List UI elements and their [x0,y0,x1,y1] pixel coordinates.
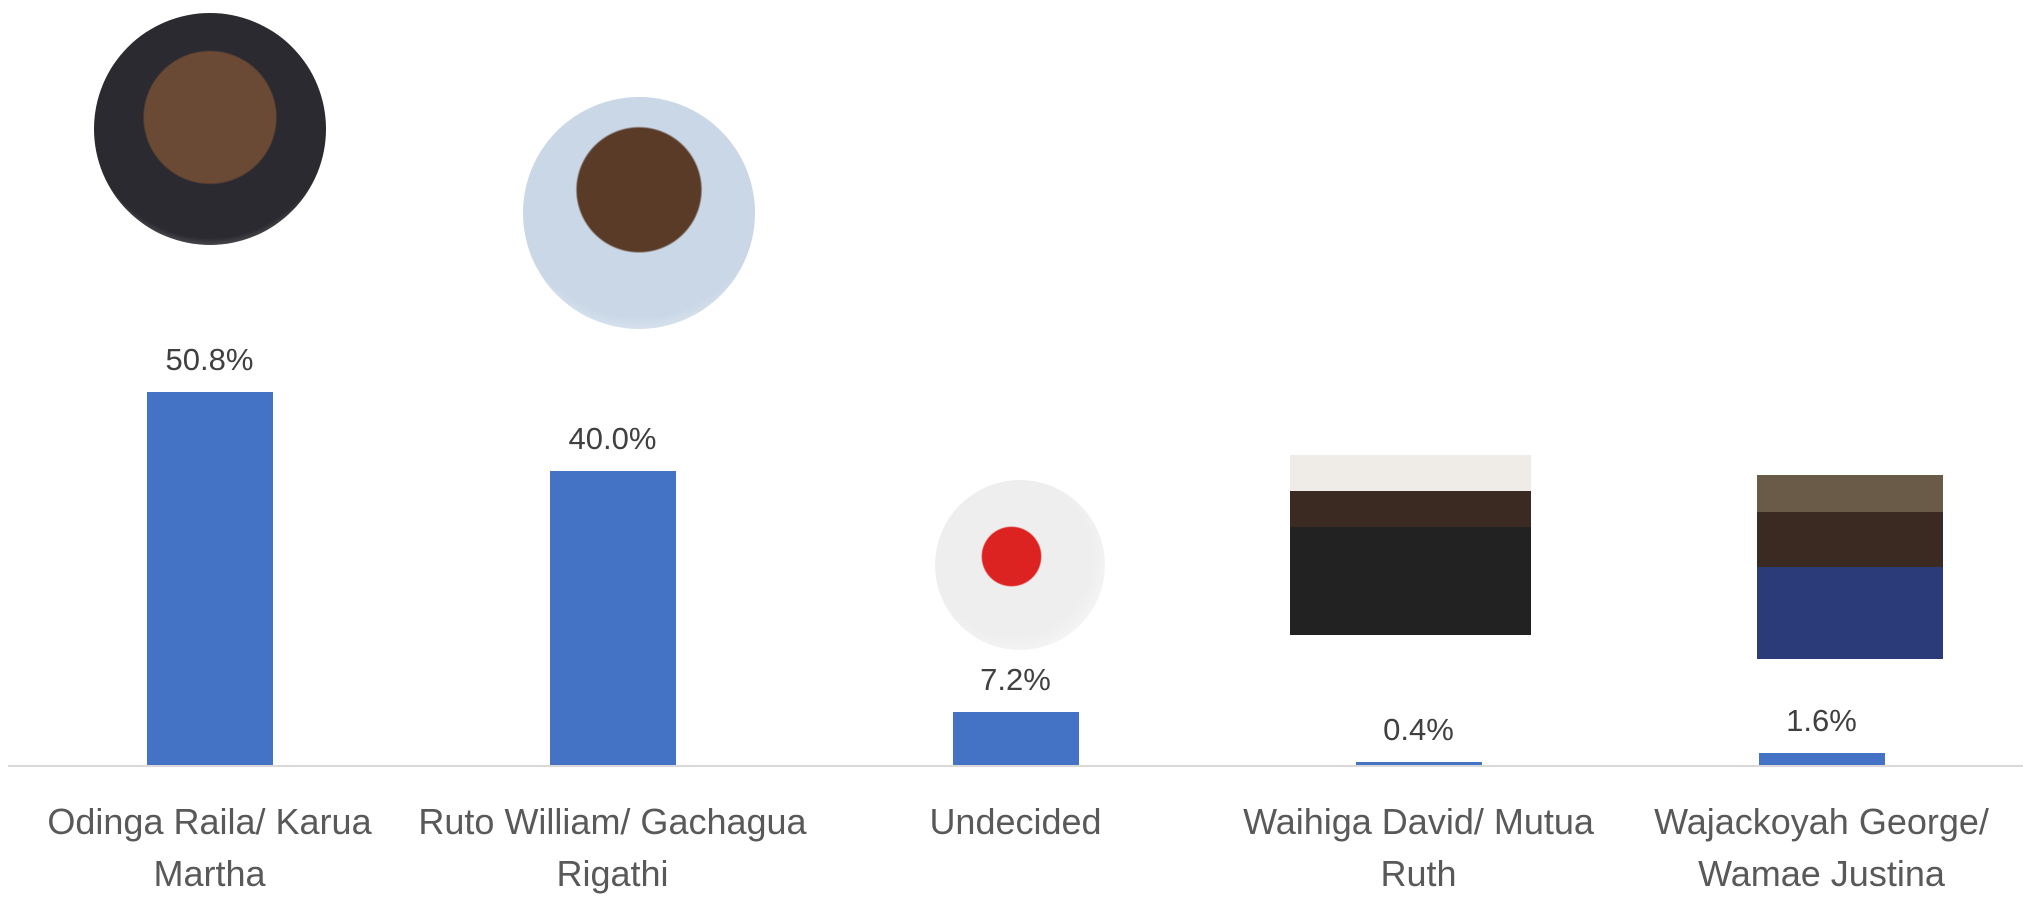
baseline [8,765,2023,767]
value-label: 40.0% [513,421,713,457]
x-tick-label: Waihiga David/ Mutua Ruth [1219,796,1619,900]
bar [147,392,273,765]
value-label: 7.2% [916,662,1116,698]
bar [953,712,1079,765]
value-label: 0.4% [1319,712,1519,748]
candidate-photo [94,13,326,245]
undecided-icon [935,480,1105,650]
candidate-photo [1757,475,1943,659]
bar [1759,753,1885,765]
value-label: 1.6% [1722,703,1922,739]
x-tick-label: Ruto William/ Gachagua Rigathi [413,796,813,900]
chart: 50.8%Odinga Raila/ Karua Martha40.0%Ruto… [0,0,2023,895]
x-tick-label: Odinga Raila/ Karua Martha [10,796,410,900]
x-tick-label: Undecided [816,796,1216,848]
x-tick-label: Wajackoyah George/ Wamae Justina [1622,796,2022,900]
page: 50.8%Odinga Raila/ Karua Martha40.0%Ruto… [0,0,2023,895]
value-label: 50.8% [110,342,310,378]
candidate-photo [523,97,755,329]
bar [550,471,676,765]
candidate-photo [1290,455,1531,635]
bar [1356,762,1482,765]
